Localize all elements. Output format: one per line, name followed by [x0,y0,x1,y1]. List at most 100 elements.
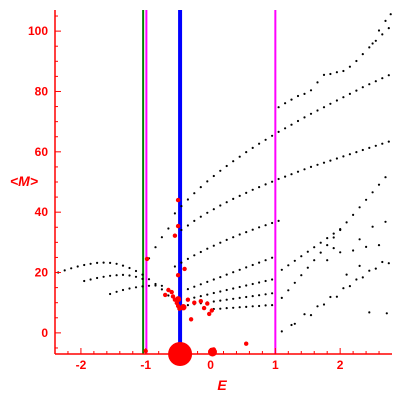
data-point [225,238,228,241]
data-point [102,261,105,264]
data-point [381,260,384,264]
data-point [303,313,306,316]
data-point [238,285,241,289]
data-point [332,236,335,239]
data-point [96,276,99,280]
x-axis-label: E [217,377,227,393]
highlight-point [207,311,212,317]
data-point [309,314,313,317]
data-point [280,296,283,299]
y-tick-label: 60 [35,145,49,159]
data-point [309,89,313,92]
data-point [225,201,228,204]
data-point [316,305,319,308]
data-point [316,163,319,166]
data-point [300,274,303,277]
data-point [232,160,235,163]
data-point [319,241,322,244]
data-point [355,89,358,92]
data-point [381,33,384,36]
data-point [345,273,348,276]
data-point [277,130,280,133]
data-point [258,142,261,145]
data-point [329,159,332,162]
data-point [277,219,280,222]
data-point [387,262,390,265]
medium-red-marker [207,347,217,357]
data-point [212,174,215,178]
data-point [313,246,316,249]
data-point [115,274,118,277]
data-point [238,296,241,299]
data-point [251,146,254,149]
data-point [238,155,241,158]
data-point [271,278,274,281]
data-point [387,74,390,77]
data-point [83,263,86,267]
data-point [186,198,189,201]
data-point [371,42,374,45]
data-point [371,191,374,194]
data-point [322,303,326,306]
data-point [167,227,170,230]
data-point [102,275,105,278]
data-point [245,266,248,269]
data-point [173,212,176,215]
data-point [342,287,345,290]
data-point [76,265,79,268]
data-point [70,267,73,270]
data-point [264,293,267,296]
data-point [225,164,228,168]
data-point [206,293,209,296]
data-point [219,276,222,279]
data-point [277,177,280,181]
data-point [361,148,364,152]
data-point [316,109,319,112]
data-point [212,278,215,281]
data-point [199,295,202,298]
data-point [63,269,66,272]
data-point [180,228,183,232]
data-point [128,266,131,270]
data-point [83,279,86,283]
data-point [355,278,358,281]
data-point [348,153,351,156]
data-point [381,77,384,80]
data-point [342,96,345,99]
data-point [186,288,189,291]
x-tick-label: 0 [207,358,214,372]
data-point [365,245,368,248]
data-point [339,251,342,254]
data-point [219,241,222,244]
data-point [160,288,163,291]
data-point [348,65,351,68]
data-point [264,224,267,227]
data-point [199,250,202,254]
y-tick-label: 20 [35,266,49,280]
data-point [193,219,196,222]
data-point [296,170,300,173]
data-point [287,264,290,267]
data-point [329,102,332,105]
data-point [335,99,338,102]
data-point [258,304,261,308]
data-point [258,186,261,189]
highlight-point [175,223,181,229]
data-point [306,266,309,269]
data-point [121,264,125,267]
highlight-point [198,299,203,304]
highlight-point [175,273,181,278]
data-point [238,306,241,309]
data-point [368,311,371,314]
data-point [361,86,364,89]
data-point [199,283,202,286]
y-axis-label: <M> [10,173,38,189]
data-point [361,53,364,56]
data-point [352,213,355,216]
data-point [219,204,222,207]
data-point [277,106,280,109]
data-point [232,236,235,239]
data-point [287,289,290,292]
data-point [384,176,387,179]
